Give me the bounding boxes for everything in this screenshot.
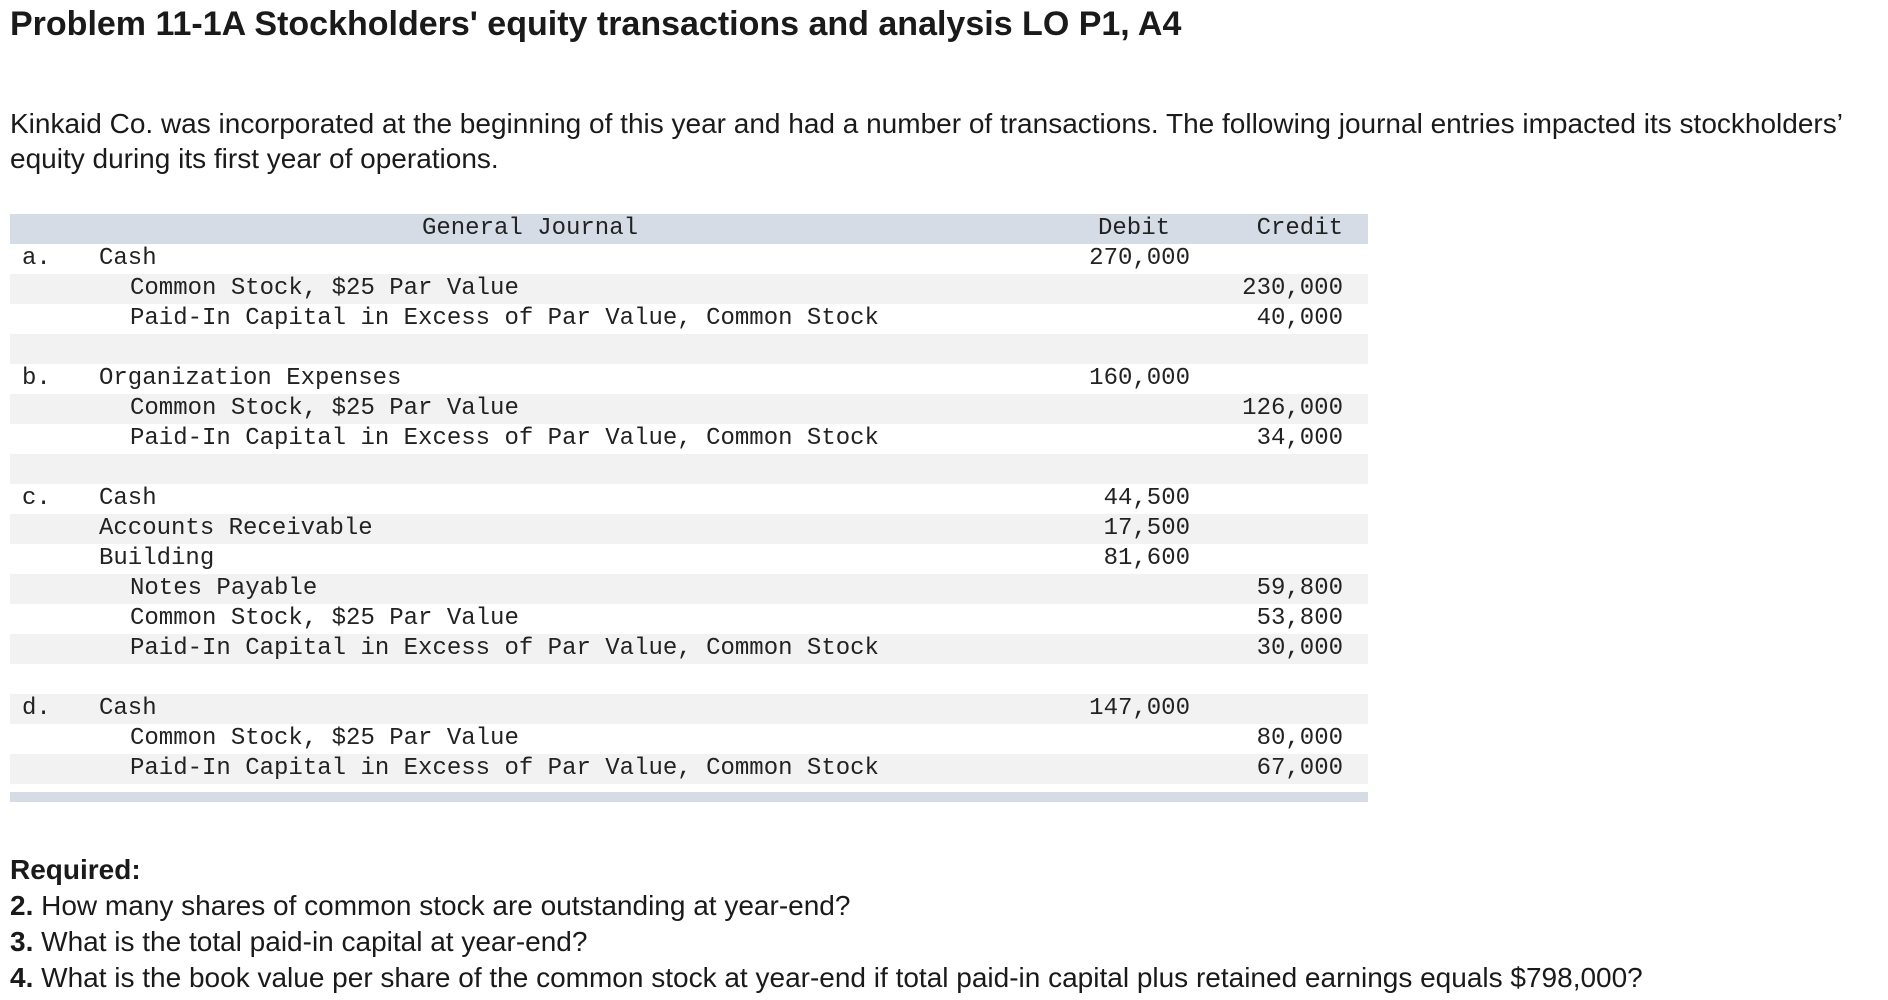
account-name: Cash	[99, 485, 157, 512]
account-name: Building	[99, 545, 215, 572]
journal-header-row: General Journal Debit Credit	[10, 214, 1368, 244]
journal-title: General Journal	[421, 215, 639, 242]
journal-row: c. Cash 44,500	[10, 484, 1368, 514]
intro-paragraph: Kinkaid Co. was incorporated at the begi…	[10, 108, 1842, 174]
credit-amount: 67,000	[1256, 755, 1343, 782]
account-name: Common Stock, $25 Par Value	[130, 725, 519, 752]
debit-amount: 17,500	[1103, 515, 1190, 542]
account-name: Common Stock, $25 Par Value	[130, 275, 519, 302]
entry-letter: d.	[22, 695, 51, 722]
account-name: Notes Payable	[130, 575, 318, 602]
journal-row: Common Stock, $25 Par Value 80,000	[10, 724, 1368, 754]
question-text: What is the book value per share of the …	[33, 962, 1643, 993]
question-number: 3.	[10, 926, 34, 957]
credit-amount: 40,000	[1256, 305, 1343, 332]
account-name: Paid-In Capital in Excess of Par Value, …	[130, 755, 879, 782]
journal-row: Paid-In Capital in Excess of Par Value, …	[10, 754, 1368, 784]
account-name: Cash	[99, 695, 157, 722]
journal-row: Paid-In Capital in Excess of Par Value, …	[10, 424, 1368, 454]
account-name: Paid-In Capital in Excess of Par Value, …	[130, 305, 879, 332]
account-name: Paid-In Capital in Excess of Par Value, …	[130, 425, 879, 452]
question-number: 4.	[10, 962, 34, 993]
journal-row: Building 81,600	[10, 544, 1368, 574]
journal-row: Paid-In Capital in Excess of Par Value, …	[10, 304, 1368, 334]
credit-column-header: Credit	[1256, 215, 1343, 242]
entry-letter: c.	[22, 485, 51, 512]
credit-amount: 230,000	[1242, 275, 1343, 302]
question-text: What is the total paid-in capital at yea…	[33, 926, 588, 957]
required-question: 2. How many shares of common stock are o…	[10, 888, 1643, 924]
journal-row: Common Stock, $25 Par Value 126,000	[10, 394, 1368, 424]
required-question: 3. What is the total paid-in capital at …	[10, 924, 1643, 960]
debit-amount: 81,600	[1103, 545, 1190, 572]
journal-row: a. Cash 270,000	[10, 244, 1368, 274]
credit-amount: 59,800	[1256, 575, 1343, 602]
account-name: Cash	[99, 245, 157, 272]
journal-row: Accounts Receivable 17,500	[10, 514, 1368, 544]
general-journal-table: General Journal Debit Credit a. Cash 270,0…	[10, 214, 1368, 802]
account-name: Paid-In Capital in Excess of Par Value, …	[130, 635, 879, 662]
account-name: Common Stock, $25 Par Value	[130, 605, 519, 632]
entry-letter: b.	[22, 365, 51, 392]
debit-amount: 160,000	[1089, 365, 1190, 392]
journal-row	[10, 334, 1368, 364]
journal-row	[10, 664, 1368, 694]
credit-amount: 30,000	[1256, 635, 1343, 662]
account-name: Accounts Receivable	[99, 515, 373, 542]
debit-amount: 147,000	[1089, 695, 1190, 722]
account-name: Common Stock, $25 Par Value	[130, 395, 519, 422]
required-section: Required: 2. How many shares of common s…	[10, 852, 1643, 996]
required-heading: Required:	[10, 854, 141, 885]
question-text: How many shares of common stock are outs…	[33, 890, 851, 921]
journal-row: b. Organization Expenses 160,000	[10, 364, 1368, 394]
journal-row	[10, 454, 1368, 484]
question-list: 2. How many shares of common stock are o…	[10, 888, 1643, 996]
journal-row: Notes Payable 59,800	[10, 574, 1368, 604]
credit-amount: 80,000	[1256, 725, 1343, 752]
required-question: 4. What is the book value per share of t…	[10, 960, 1643, 996]
credit-amount: 34,000	[1256, 425, 1343, 452]
debit-amount: 270,000	[1089, 245, 1190, 272]
journal-row: d. Cash 147,000	[10, 694, 1368, 724]
account-name: Organization Expenses	[99, 365, 402, 392]
journal-row: Common Stock, $25 Par Value 53,800	[10, 604, 1368, 634]
credit-amount: 126,000	[1242, 395, 1343, 422]
credit-amount: 53,800	[1256, 605, 1343, 632]
journal-row: Common Stock, $25 Par Value 230,000	[10, 274, 1368, 304]
journal-bottom-border	[10, 792, 1368, 802]
entry-letter: a.	[22, 245, 51, 272]
debit-amount: 44,500	[1103, 485, 1190, 512]
question-number: 2.	[10, 890, 34, 921]
problem-title: Problem 11-1A Stockholders' equity trans…	[10, 5, 1182, 43]
journal-row: Paid-In Capital in Excess of Par Value, …	[10, 634, 1368, 664]
journal-rows: a. Cash 270,000 Common Stock, $25 Par Value…	[10, 244, 1368, 784]
debit-column-header: Debit	[1097, 215, 1170, 242]
